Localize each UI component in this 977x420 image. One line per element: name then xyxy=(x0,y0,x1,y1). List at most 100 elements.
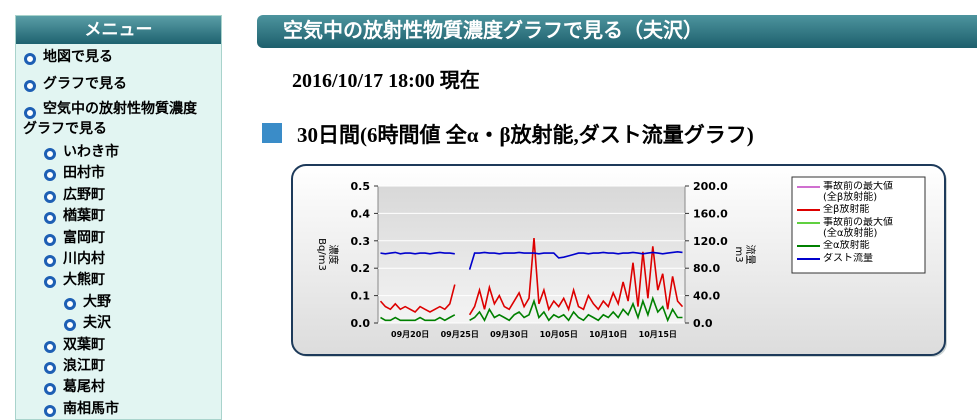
bullet-icon xyxy=(44,169,56,182)
menu-item: 空気中の放射性物質濃度 グラフで見る いわき市 田村市 広野町 楢葉町 富岡町 川内村 大熊町大… xyxy=(16,98,221,420)
bullet-icon xyxy=(24,107,36,119)
bullet-icon xyxy=(44,276,56,289)
bullet-icon xyxy=(64,319,76,332)
page-header: 空気中の放射性物質濃度グラフで見る（夫沢） xyxy=(257,15,977,48)
menu-row: 葛尾村 xyxy=(16,377,221,398)
menu-item: 楢葉町 xyxy=(16,206,221,227)
bullet-icon xyxy=(44,212,56,225)
menu-item: グラフで見る xyxy=(16,71,221,98)
menu-row: 空気中の放射性物質濃度グラフで見る xyxy=(16,98,221,142)
legend-box xyxy=(791,176,926,274)
menu-row: 大熊町 xyxy=(16,270,221,291)
axis-label: Bq/m3 xyxy=(316,238,327,271)
y2-tick-label: 80.0 xyxy=(693,262,720,275)
bullet-icon xyxy=(44,148,56,160)
legend-entry: ダスト流量 xyxy=(823,253,873,264)
menu-item: 夫沢 xyxy=(16,313,221,334)
menu-label: 空気中の放射性物質濃度グラフで見る xyxy=(23,98,197,142)
y-tick-label: 0.5 xyxy=(351,180,371,193)
legend-label: 事故前の最大値(全β放射能) xyxy=(823,181,893,203)
x-tick-label: 09月25日 xyxy=(441,330,479,339)
x-tick-label: 10月10日 xyxy=(589,330,627,339)
axis-label: 濃度 xyxy=(327,245,340,265)
menu-label[interactable]: 田村市 xyxy=(63,166,105,182)
menu-row: グラフで見る xyxy=(16,71,221,98)
menu-row: いわき市 xyxy=(16,142,221,163)
menu-label[interactable]: 夫沢 xyxy=(83,316,111,332)
x-tick-label: 10月15日 xyxy=(639,330,677,339)
bullet-icon xyxy=(44,383,56,396)
menu-item: 田村市 xyxy=(16,163,221,184)
section-title: 30日間(6時間値 全α・β放射能,ダスト流量グラフ) xyxy=(297,123,754,147)
menu-label[interactable]: 広野町 xyxy=(63,187,105,203)
menu-row: 南相馬市 xyxy=(16,399,221,420)
menu-title: メニュー xyxy=(16,16,221,44)
menu-row: 浪江町 xyxy=(16,356,221,377)
menu-item: 地図で見る xyxy=(16,44,221,71)
menu-label-line: グラフで見る xyxy=(23,122,107,137)
menu-label[interactable]: グラフで見る xyxy=(43,77,127,92)
bullet-icon xyxy=(44,254,56,267)
data-line xyxy=(380,250,683,270)
menu-label[interactable]: 大熊町 xyxy=(63,273,105,289)
bullet-icon xyxy=(24,53,36,65)
y2-tick-label: 200.0 xyxy=(693,180,728,193)
x-tick-label: 09月20日 xyxy=(391,330,429,339)
submenu: いわき市田村市広野町楢葉町富岡町川内村大熊町大野夫沢双葉町浪江町葛尾村南相馬市 xyxy=(16,142,221,420)
section-marker xyxy=(262,123,282,143)
y-tick-label: 0.0 xyxy=(351,317,371,330)
y-tick-label: 0.4 xyxy=(351,207,371,220)
legend-label: 全α放射能 xyxy=(823,240,870,251)
chart: 0.0 0.1 0.2 0.3 0.4 0.5 0.0 40.0 80.0 120.0 160.0 2… xyxy=(291,164,947,357)
menu-row: 川内村 xyxy=(16,249,221,270)
y2-tick-label: 120.0 xyxy=(693,235,728,248)
menu-label[interactable]: 富岡町 xyxy=(63,230,105,246)
menu-row: 双葉町 xyxy=(16,335,221,356)
axis-label: m3 xyxy=(733,246,744,262)
menu-label[interactable]: 楢葉町 xyxy=(63,209,105,225)
menu-row: 楢葉町 xyxy=(16,206,221,227)
menu-item: 大野 xyxy=(16,292,221,313)
menu-label[interactable]: 大野 xyxy=(83,294,111,310)
menu-label[interactable]: 南相馬市 xyxy=(63,401,119,417)
y2-tick-label: 40.0 xyxy=(693,290,720,303)
menu-row: 夫沢 xyxy=(16,313,221,334)
y-tick-label: 0.1 xyxy=(351,290,371,303)
legend-label: ダスト流量 xyxy=(823,253,873,264)
menu-item: 浪江町 xyxy=(16,356,221,377)
menu-row: 大野 xyxy=(16,292,221,313)
menu-label[interactable]: いわき市 xyxy=(63,145,119,160)
menu-row: 広野町 xyxy=(16,185,221,206)
menu-item: 南相馬市 xyxy=(16,399,221,420)
menu-item: 葛尾村 xyxy=(16,377,221,398)
menu-item: 広野町 xyxy=(16,185,221,206)
axis-label: 流量 xyxy=(744,245,757,265)
menu-label-line: 空気中の放射性物質濃度 xyxy=(43,102,197,117)
y2-tick-label: 160.0 xyxy=(693,207,728,220)
timestamp: 2016/10/17 18:00 現在 xyxy=(292,70,480,92)
plot-area xyxy=(377,185,686,324)
x-tick-label: 10月05日 xyxy=(540,330,578,339)
menu-label[interactable]: 双葉町 xyxy=(63,337,105,353)
menu-item: 双葉町 xyxy=(16,335,221,356)
legend-label: 事故前の最大値(全α放射能) xyxy=(823,217,893,239)
bullet-icon xyxy=(44,404,56,417)
y-tick-label: 0.2 xyxy=(351,262,371,275)
menu-label[interactable]: 浪江町 xyxy=(63,358,105,374)
menu-item: 大熊町大野夫沢 xyxy=(16,270,221,334)
menu-label[interactable]: 葛尾村 xyxy=(63,380,105,396)
menu-item: 富岡町 xyxy=(16,228,221,249)
menu-label[interactable]: 地図で見る xyxy=(43,50,113,65)
bullet-icon xyxy=(64,297,76,310)
menu-row: 田村市 xyxy=(16,163,221,184)
menu-label[interactable]: 川内村 xyxy=(63,251,105,267)
bullet-icon xyxy=(44,190,56,203)
submenu: 大野 夫沢 xyxy=(16,292,221,335)
legend-entry: 事故前の最大値(全β放射能) xyxy=(823,181,893,203)
menu-row: 地図で見る xyxy=(16,44,221,71)
menu-item: いわき市 xyxy=(16,142,221,163)
bullet-icon xyxy=(44,361,56,374)
y2-tick-label: 0.0 xyxy=(693,317,713,330)
y-tick-label: 0.3 xyxy=(351,235,371,248)
legend-entry: 全α放射能 xyxy=(823,240,870,251)
